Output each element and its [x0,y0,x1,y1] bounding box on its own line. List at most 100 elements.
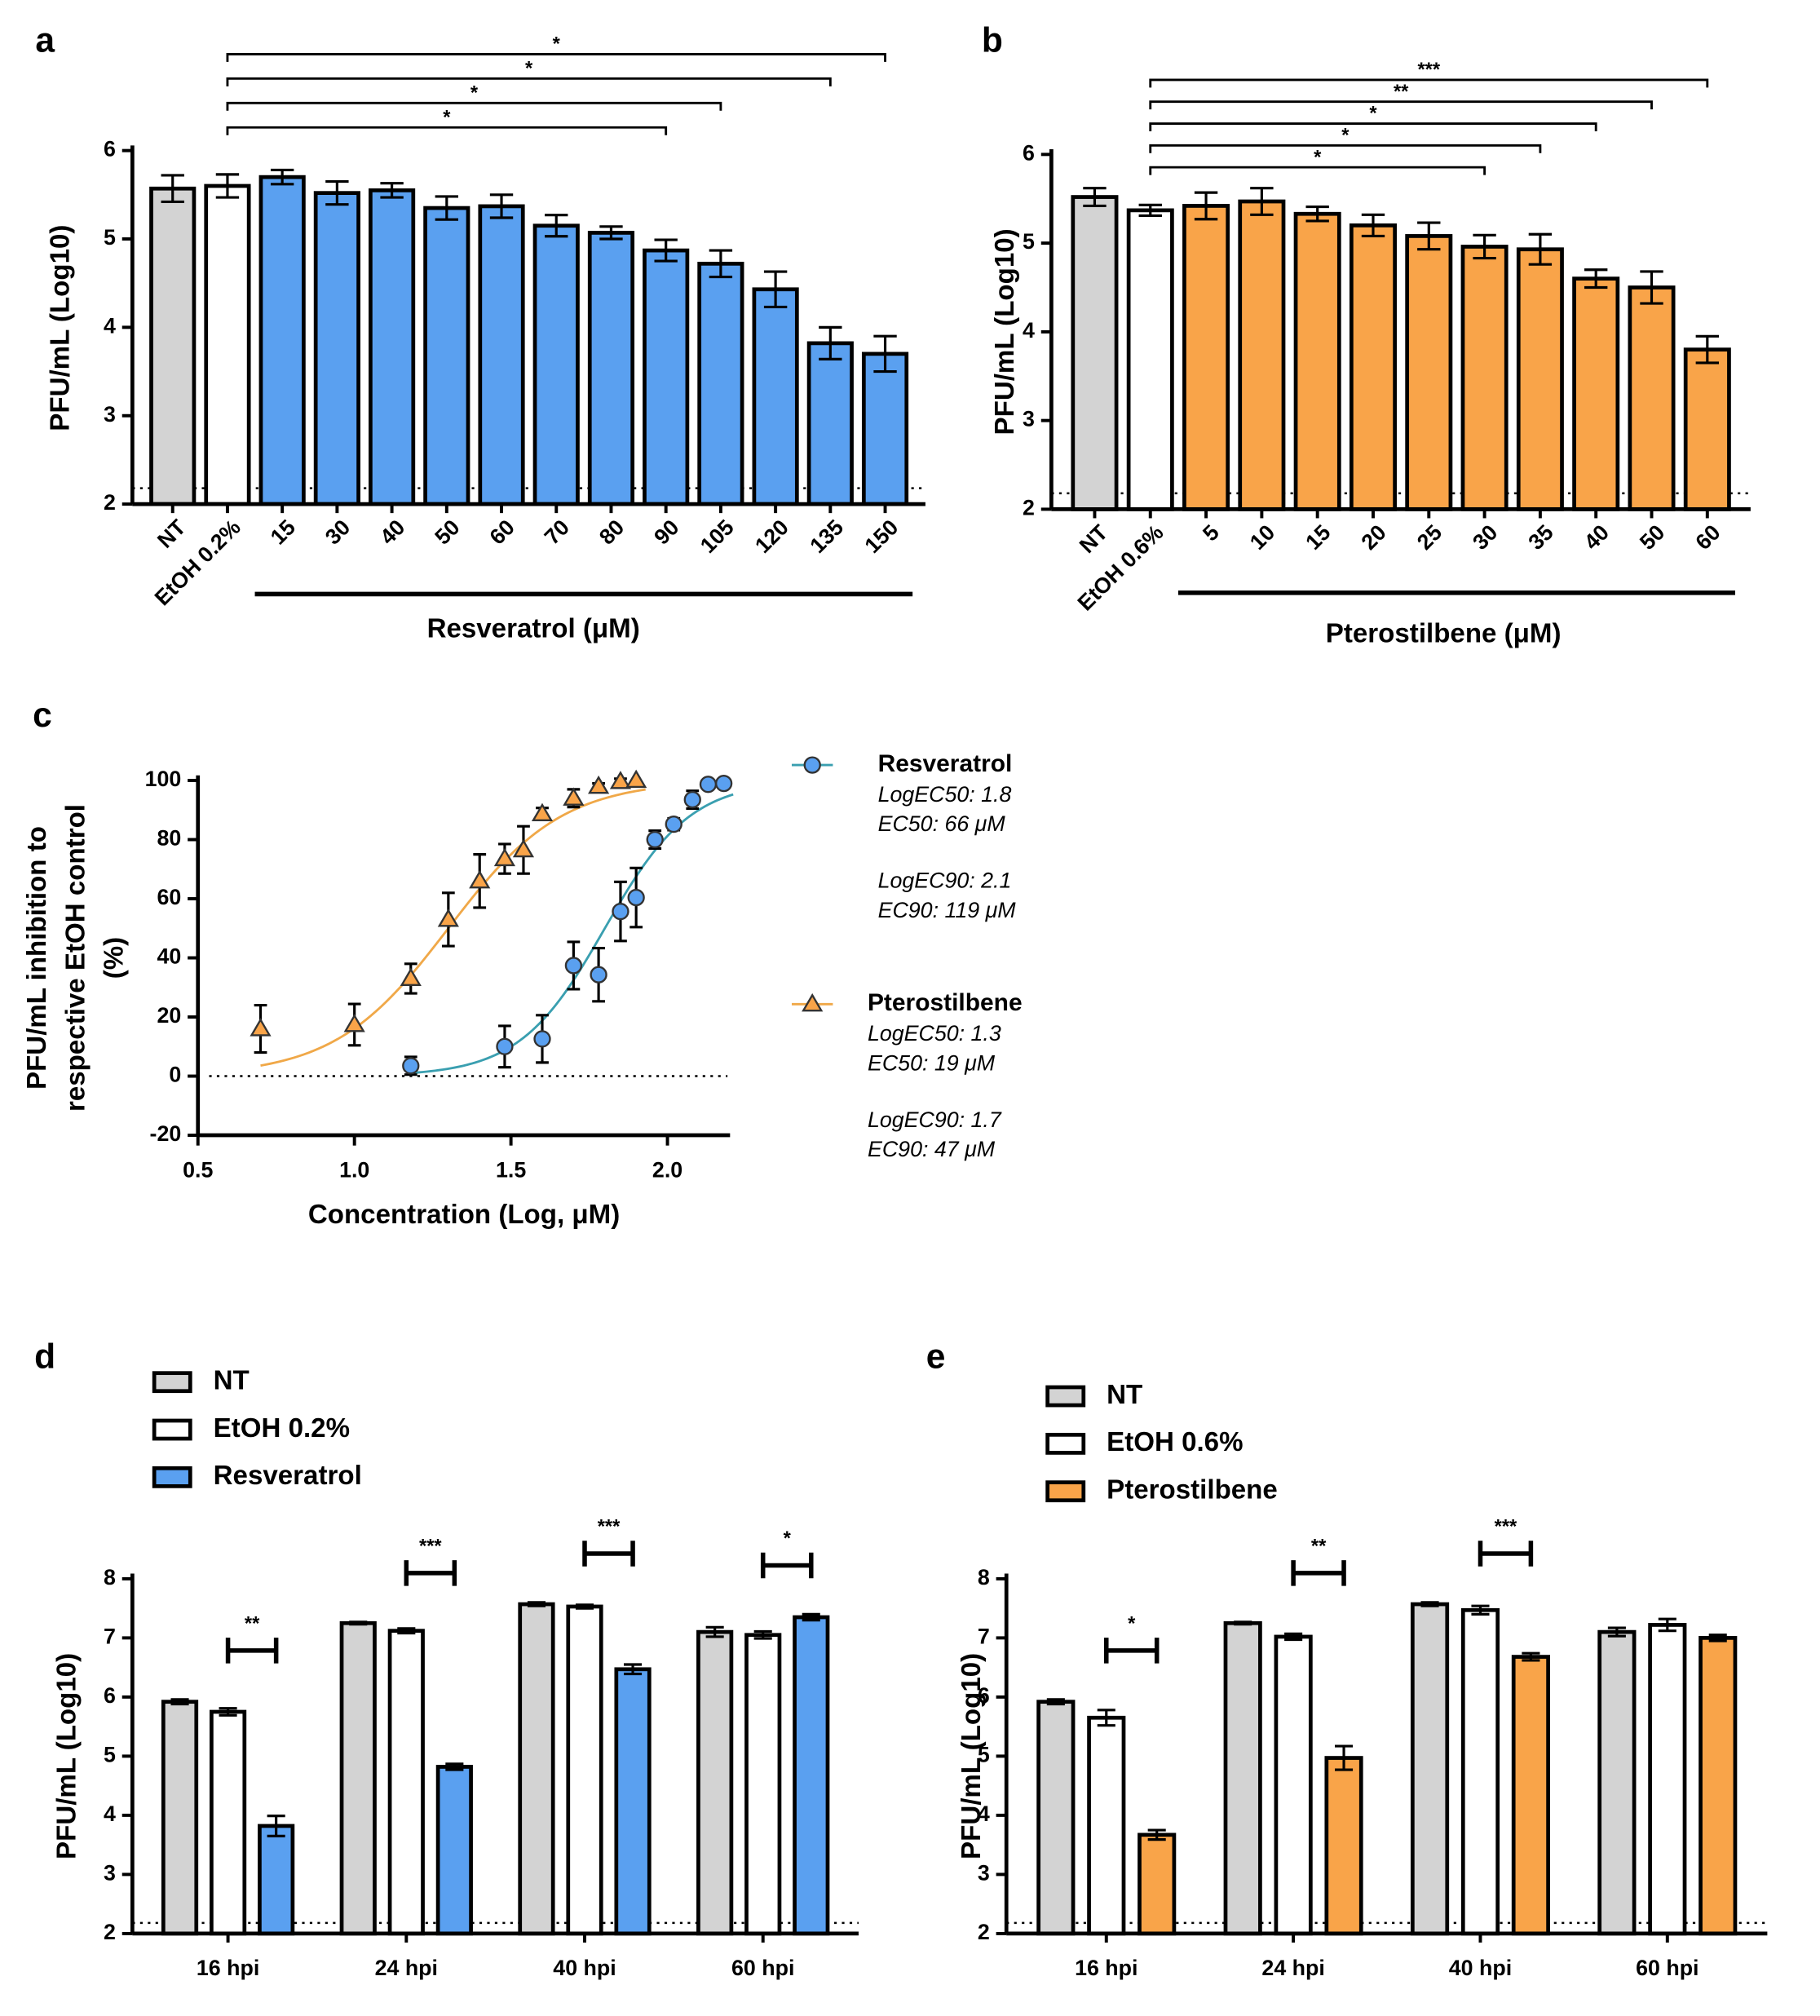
significance-label: *** [1417,60,1440,81]
fit-note: LogEC90: 2.1 [878,869,1012,893]
bar [1087,1715,1126,1936]
y-tick-label: 5 [978,1742,990,1766]
y-tick-label: 7 [978,1624,990,1648]
y-axis-title: (%) [99,937,130,979]
bar [1597,1629,1637,1936]
bar [643,248,690,506]
bar [1036,1700,1076,1936]
y-tick-label: 5 [104,225,116,250]
y-axis-title: respective EtOH control [60,804,91,1112]
x-tick-label: 60 [485,515,519,549]
significance-label: * [1369,104,1377,125]
error-bar [1471,1604,1490,1616]
error-bar [1420,1601,1439,1607]
legend-swatch [152,1466,192,1488]
x-tick-label: 40 hpi [553,1956,616,1980]
significance-label: *** [419,1536,442,1558]
point [400,967,422,986]
bar [1138,1833,1177,1936]
y-tick-label: 3 [978,1860,990,1885]
fit-note: EC90: 47 μM [868,1137,996,1161]
y-axis-title: PFU/mL inhibition to [22,826,52,1090]
y-axis-title: PFU/mL (Log10) [990,228,1020,435]
significance-bracket [404,1560,457,1586]
bar [1683,347,1731,511]
bar [258,175,306,506]
point [625,769,647,789]
bar [697,261,744,506]
error-bar [215,173,240,199]
significance-label: * [443,107,451,128]
error-bar [1250,187,1274,216]
x-tick-label: 50 [1635,520,1669,555]
significance-bracket [225,1638,279,1664]
y-tick-label: -20 [150,1121,182,1146]
error-bar [1138,203,1162,217]
error-bar [1361,213,1385,237]
error-bar [753,1629,772,1640]
bar [1071,195,1119,511]
error-bar [1708,1634,1727,1642]
point [665,816,682,833]
point [469,869,491,889]
x-tick-label: 40 [375,515,409,549]
error-bar [1234,1620,1252,1626]
legend-label: Pterostilbene [1107,1474,1278,1505]
point [627,888,645,907]
y-tick-label: 100 [145,767,182,791]
x-axis-title: Concentration (Log, μM) [308,1200,620,1230]
x-tick-label: 25 [1412,520,1447,555]
x-tick-label: 135 [805,515,848,558]
bar [387,1629,425,1936]
error-bar [1417,221,1441,251]
fit-curve [260,788,646,1067]
x-tick-label: 105 [696,515,739,558]
fit-note: EC50: 66 μM [878,811,1006,836]
error-bar [819,325,842,360]
x-tick-label: NT [1075,519,1113,558]
error-bar [1046,1698,1065,1706]
significance-bracket [760,1552,814,1579]
error-bar [1083,187,1107,208]
significance-label: *** [598,1517,621,1538]
bar [614,1667,652,1936]
error-bar [380,182,404,199]
error-bar [709,249,733,279]
bar [149,186,197,506]
point [683,790,701,809]
x-tick-label: 150 [860,515,903,558]
legend-label: Resveratrol [214,1461,362,1491]
point [402,1057,420,1075]
bar [1182,204,1230,511]
legend-label: NT [214,1365,250,1395]
bar [1516,247,1564,511]
point [512,838,535,858]
legend-label: Pterostilbene [868,989,1023,1016]
x-tick-label: 40 [1579,520,1614,555]
error-bar [1584,268,1608,290]
x-tick-label: 0.5 [183,1157,213,1182]
error-bar [397,1627,416,1635]
legend-marker [802,993,824,1012]
bar [806,341,854,506]
panel-letter: c [33,696,52,735]
legend-swatch [152,1371,192,1394]
fit-note: LogEC50: 1.8 [878,782,1012,807]
y-tick-label: 8 [104,1565,116,1589]
bar [518,1602,555,1936]
error-bar [161,174,184,204]
y-tick-label: 6 [978,1683,990,1708]
significance-bracket [1149,144,1542,153]
fit-curve [410,793,734,1075]
error-bar [1695,334,1719,365]
y-tick-label: 4 [978,1802,990,1826]
error-bar [445,1762,464,1771]
y-tick-label: 3 [104,402,116,427]
y-tick-label: 3 [1023,407,1035,431]
point [533,1030,551,1048]
significance-label: * [1314,147,1322,168]
bar [1324,1756,1363,1936]
bar [752,287,799,506]
